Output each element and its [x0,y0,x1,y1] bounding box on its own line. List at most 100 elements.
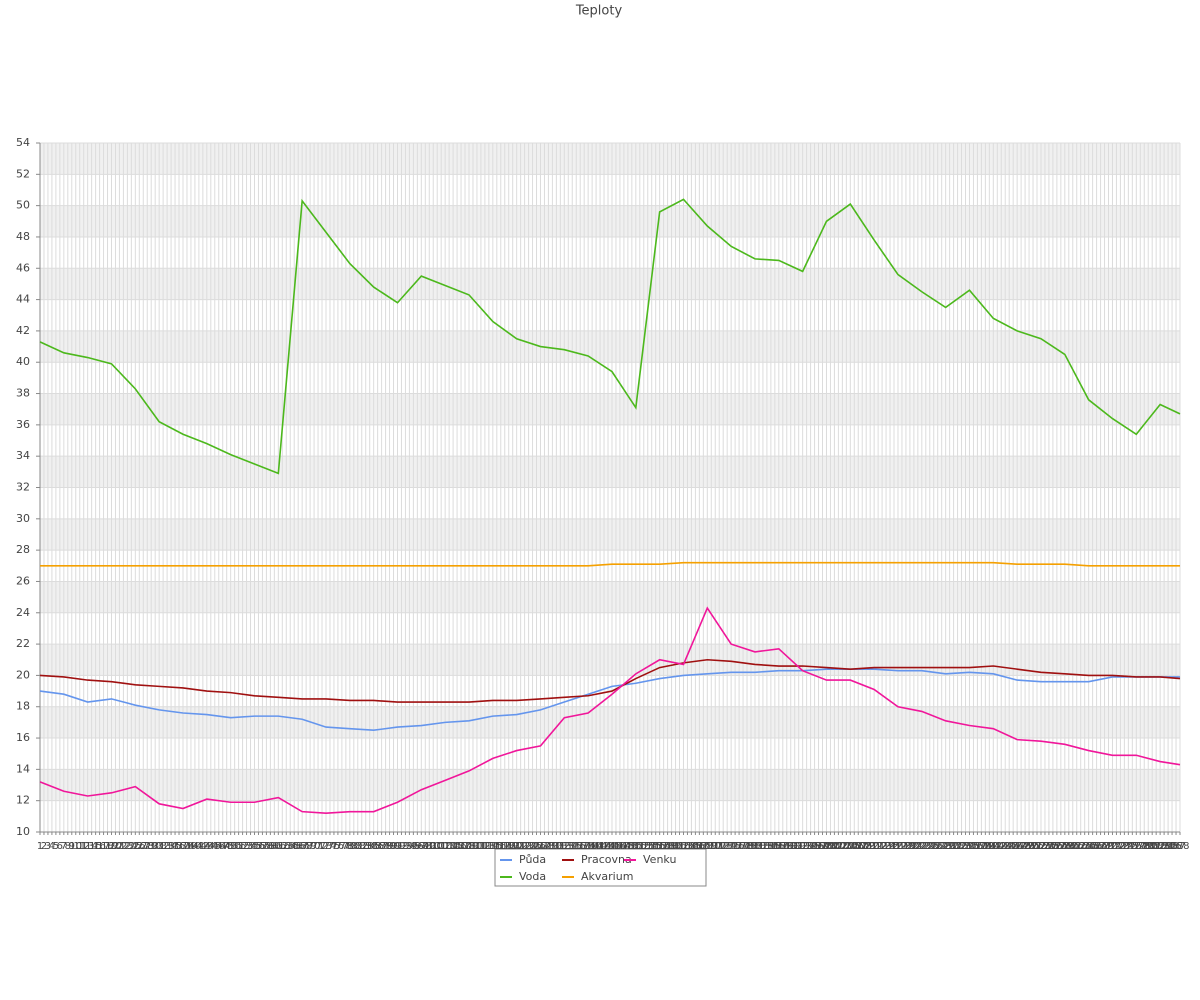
x-tick-label: 246 [1004,841,1023,852]
x-tick-label: 190 [781,841,800,852]
x-tick-label: 210 [861,841,880,852]
x-tick-label: 269 [1095,841,1114,852]
x-tick-label: 39 [185,841,198,852]
x-tick-label: 1 [37,841,43,852]
x-tick-label: 137 [571,841,590,852]
x-tick-label: 234 [956,841,975,852]
x-tick-label: 158 [654,841,673,852]
x-tick-label: 247 [1008,841,1027,852]
x-tick-label: 155 [642,841,661,852]
y-tick-label: 14 [16,762,30,775]
x-tick-label: 16 [93,841,106,852]
x-tick-label: 194 [797,841,816,852]
x-tick-label: 214 [877,841,896,852]
x-tick-label: 129 [539,841,558,852]
x-tick-label: 206 [845,841,864,852]
x-tick-label: 213 [873,841,892,852]
x-tick-label: 122 [511,841,530,852]
x-tick-label: 70 [308,841,321,852]
x-tick-label: 219 [896,841,915,852]
x-tick-label: 47 [216,841,229,852]
x-tick-label: 233 [952,841,971,852]
y-tick-label: 30 [16,512,30,525]
x-tick-label: 139 [579,841,598,852]
x-tick-label: 162 [670,841,689,852]
x-tick-label: 98 [419,841,432,852]
x-tick-label: 259 [1055,841,1074,852]
x-tick-label: 58 [260,841,273,852]
x-tick-label: 159 [658,841,677,852]
x-tick-label: 252 [1027,841,1046,852]
x-tick-label: 18 [101,841,114,852]
x-tick-label: 267 [1087,841,1106,852]
x-tick-label: 19 [105,841,118,852]
x-tick-label: 17 [97,841,110,852]
x-tick-label: 65 [288,841,301,852]
y-tick-label: 36 [16,418,30,431]
x-tick-label: 161 [666,841,685,852]
x-tick-label: 67 [296,841,309,852]
x-tick-label: 114 [479,841,498,852]
x-tick-label: 116 [487,841,506,852]
x-tick-label: 253 [1031,841,1050,852]
x-tick-label: 45 [208,841,221,852]
x-tick-label: 276 [1123,841,1142,852]
x-tick-label: 88 [379,841,392,852]
x-tick-label: 189 [777,841,796,852]
x-tick-label: 140 [583,841,602,852]
x-tick-label: 73 [320,841,333,852]
x-tick-label: 78 [339,841,352,852]
y-tick-label: 28 [16,543,30,556]
grid-band [40,393,1180,425]
x-tick-label: 13 [81,841,94,852]
legend [494,848,707,887]
x-tick-label: 230 [940,841,959,852]
x-tick-label: 37 [177,841,190,852]
legend-label: Akvarium [581,870,633,883]
x-tick-label: 255 [1039,841,1058,852]
x-tick-label: 54 [244,841,257,852]
x-tick-label: 46 [212,841,225,852]
x-tick-label: 177 [730,841,749,852]
x-tick-label: 270 [1099,841,1118,852]
x-tick-label: 149 [618,841,637,852]
x-tick-label: 63 [280,841,293,852]
x-tick-label: 254 [1035,841,1054,852]
x-tick-label: 176 [726,841,745,852]
x-tick-label: 142 [591,841,610,852]
x-tick-label: 106 [448,841,467,852]
x-tick-label: 79 [343,841,356,852]
x-tick-label: 263 [1071,841,1090,852]
x-tick-label: 266 [1083,841,1102,852]
x-tick-label: 274 [1115,841,1134,852]
x-tick-label: 225 [920,841,939,852]
x-tick-label: 48 [220,841,233,852]
x-tick-label: 107 [451,841,470,852]
x-tick-label: 101 [428,841,447,852]
x-tick-label: 174 [718,841,737,852]
grid-band [40,143,1180,175]
x-tick-label: 152 [630,841,649,852]
x-tick-label: 231 [944,841,963,852]
y-tick-label: 52 [16,167,30,180]
x-tick-label: 95 [407,841,420,852]
x-tick-label: 50 [228,841,241,852]
x-tick-label: 90 [387,841,400,852]
grid-band [40,769,1180,801]
x-tick-label: 91 [391,841,404,852]
x-tick-label: 97 [415,841,428,852]
x-tick-label: 180 [741,841,760,852]
x-tick-label: 167 [690,841,709,852]
x-tick-label: 273 [1111,841,1130,852]
x-tick-label: 42 [196,841,209,852]
x-tick-label: 212 [869,841,888,852]
x-tick-label: 26 [133,841,146,852]
x-tick-label: 27 [137,841,150,852]
x-tick-label: 133 [555,841,574,852]
x-tick-label: 82 [355,841,368,852]
x-tick-label: 59 [264,841,277,852]
x-tick-label: 217 [888,841,907,852]
x-tick-label: 215 [880,841,899,852]
x-tick-label: 165 [682,841,701,852]
x-tick-label: 283 [1151,841,1170,852]
